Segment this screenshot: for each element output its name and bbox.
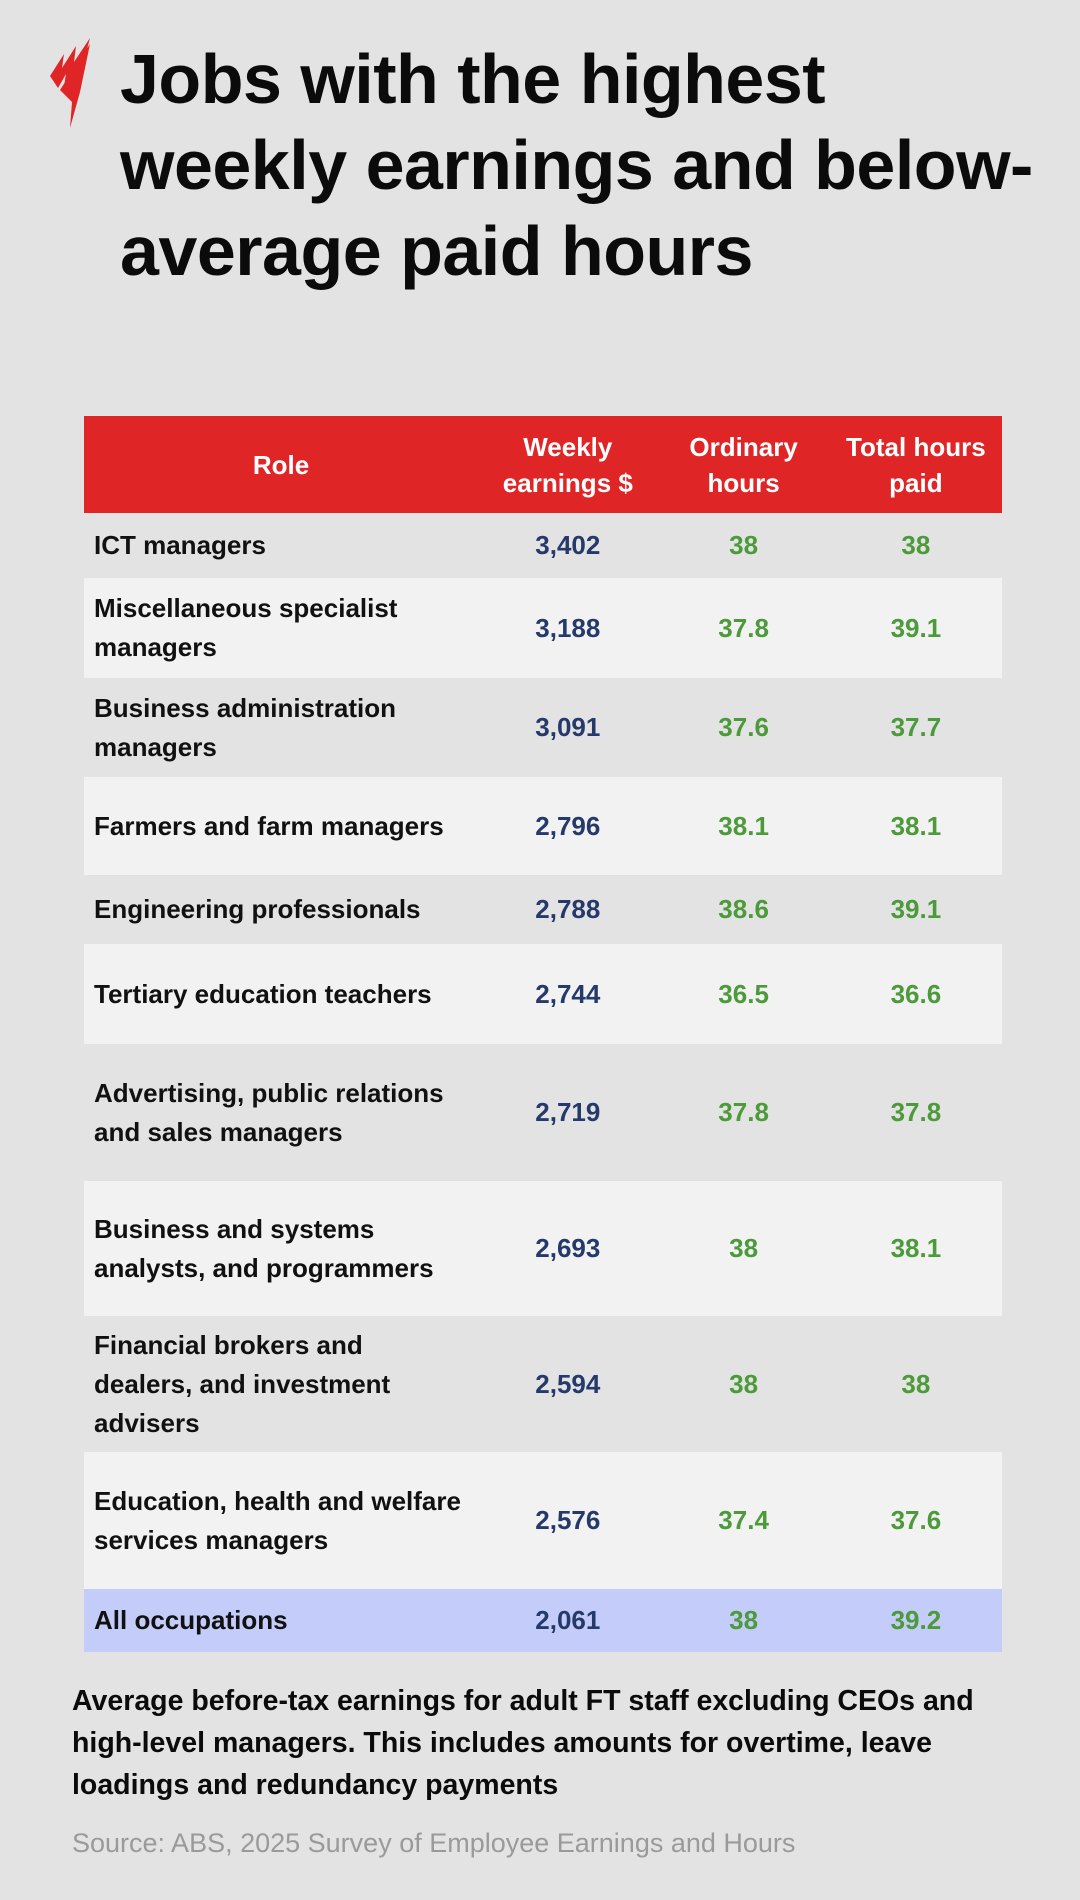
- table-row: Education, health and welfare services m…: [84, 1452, 1002, 1589]
- cell-role: Business and systems analysts, and progr…: [84, 1181, 479, 1316]
- table-row: Miscellaneous specialist managers 3,188 37…: [84, 578, 1002, 678]
- earnings-table: Role Weekly earnings $ Ordinary hours To…: [84, 416, 1002, 1652]
- cell-ordinary: 38: [657, 1316, 830, 1452]
- cell-weekly: 2,796: [478, 777, 658, 875]
- table-row: ICT managers 3,402 38 38: [84, 513, 1002, 578]
- cell-role: Advertising, public relations and sales …: [84, 1044, 479, 1181]
- table-row: Business administration managers 3,091 37.…: [84, 678, 1002, 777]
- cell-total: 38.1: [829, 777, 1002, 875]
- cell-ordinary: 38: [657, 1589, 830, 1652]
- cell-total: 38.1: [829, 1181, 1002, 1316]
- cell-total: 38: [829, 1316, 1002, 1452]
- cell-total: 39.1: [829, 875, 1002, 944]
- cell-weekly: 2,719: [478, 1044, 658, 1181]
- cell-weekly: 2,594: [478, 1316, 658, 1452]
- cell-role: ICT managers: [84, 513, 479, 578]
- page-title: Jobs with the highest weekly earnings an…: [120, 40, 1033, 290]
- cell-ordinary: 37.6: [657, 678, 830, 777]
- cell-role: Miscellaneous specialist managers: [84, 578, 479, 678]
- cell-total: 37.6: [829, 1452, 1002, 1589]
- cell-total: 38: [829, 513, 1002, 578]
- table-row: Tertiary education teachers 2,744 36.5 36.6: [84, 944, 1002, 1044]
- cell-total: 37.7: [829, 678, 1002, 777]
- cell-ordinary: 37.8: [657, 578, 830, 678]
- cell-weekly: 2,744: [478, 944, 658, 1044]
- cell-ordinary: 38.6: [657, 875, 830, 944]
- header-total-hours: Total hours paid: [829, 416, 1002, 513]
- cell-role: Farmers and farm managers: [84, 777, 479, 875]
- table-header-row: Role Weekly earnings $ Ordinary hours To…: [84, 416, 1002, 513]
- table-row: Business and systems analysts, and progr…: [84, 1181, 1002, 1316]
- cell-total: 36.6: [829, 944, 1002, 1044]
- header-role: Role: [84, 416, 479, 513]
- cell-role: All occupations: [84, 1589, 479, 1652]
- cell-weekly: 3,402: [478, 513, 658, 578]
- cell-ordinary: 38.1: [657, 777, 830, 875]
- cell-role: Tertiary education teachers: [84, 944, 479, 1044]
- cell-weekly: 2,788: [478, 875, 658, 944]
- cell-role: Business administration managers: [84, 678, 479, 777]
- cell-role: Financial brokers and dealers, and inves…: [84, 1316, 479, 1452]
- cell-weekly: 2,061: [478, 1589, 658, 1652]
- cell-weekly: 3,091: [478, 678, 658, 777]
- cell-role: Education, health and welfare services m…: [84, 1452, 479, 1589]
- cell-ordinary: 36.5: [657, 944, 830, 1044]
- source-credit: Source: ABS, 2025 Survey of Employee Ear…: [72, 1828, 796, 1858]
- cell-total: 37.8: [829, 1044, 1002, 1181]
- cell-ordinary: 37.8: [657, 1044, 830, 1181]
- cell-total: 39.2: [829, 1589, 1002, 1652]
- footnote: Average before-tax earnings for adult FT…: [72, 1685, 974, 1801]
- sbs-logo-icon: [50, 38, 90, 128]
- cell-ordinary: 38: [657, 1181, 830, 1316]
- cell-weekly: 2,576: [478, 1452, 658, 1589]
- cell-ordinary: 38: [657, 513, 830, 578]
- header-weekly-earnings: Weekly earnings $: [478, 416, 658, 513]
- table-row: Financial brokers and dealers, and inves…: [84, 1316, 1002, 1452]
- cell-weekly: 3,188: [478, 578, 658, 678]
- cell-role: Engineering professionals: [84, 875, 479, 944]
- table-row: Engineering professionals 2,788 38.6 39.1: [84, 875, 1002, 944]
- summary-row: All occupations 2,061 38 39.2: [84, 1589, 1002, 1652]
- table-row: Farmers and farm managers 2,796 38.1 38.1: [84, 777, 1002, 875]
- cell-ordinary: 37.4: [657, 1452, 830, 1589]
- cell-weekly: 2,693: [478, 1181, 658, 1316]
- cell-total: 39.1: [829, 578, 1002, 678]
- header-ordinary-hours: Ordinary hours: [657, 416, 830, 513]
- table-row: Advertising, public relations and sales …: [84, 1044, 1002, 1181]
